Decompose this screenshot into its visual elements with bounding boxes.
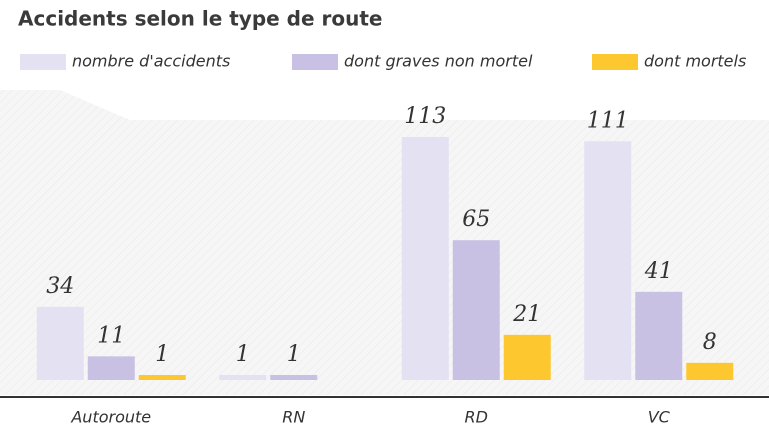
legend-swatch xyxy=(20,54,66,70)
data-label: 1 xyxy=(155,342,169,367)
legend-label: dont graves non mortel xyxy=(344,52,533,71)
bar xyxy=(401,137,449,380)
bar xyxy=(219,375,267,380)
data-label: 111 xyxy=(587,108,629,133)
data-label: 65 xyxy=(462,207,490,232)
bar xyxy=(270,375,318,380)
data-label: 8 xyxy=(703,330,717,355)
bar xyxy=(138,375,186,380)
x-tick-label: VC xyxy=(648,408,671,427)
legend-label: dont mortels xyxy=(644,52,746,71)
bar xyxy=(503,334,551,380)
data-label: 11 xyxy=(97,323,125,348)
bar xyxy=(452,240,500,380)
bar xyxy=(686,362,734,380)
data-label: 1 xyxy=(287,342,301,367)
data-label: 1 xyxy=(236,342,250,367)
legend-swatch xyxy=(592,54,638,70)
bar xyxy=(584,141,632,380)
data-label: 34 xyxy=(46,274,74,299)
chart-title: Accidents selon le type de route xyxy=(18,7,383,31)
bar xyxy=(635,291,683,380)
data-label: 113 xyxy=(404,104,446,129)
data-label: 21 xyxy=(512,302,541,327)
background-pattern xyxy=(0,90,769,395)
legend-label: nombre d'accidents xyxy=(72,52,230,71)
x-tick-label: RN xyxy=(282,408,305,427)
x-tick-label: RD xyxy=(465,408,488,427)
x-tick-label: Autoroute xyxy=(70,408,151,427)
data-label: 41 xyxy=(644,259,673,284)
bar xyxy=(36,306,84,380)
legend-swatch xyxy=(292,54,338,70)
bar xyxy=(87,356,135,380)
